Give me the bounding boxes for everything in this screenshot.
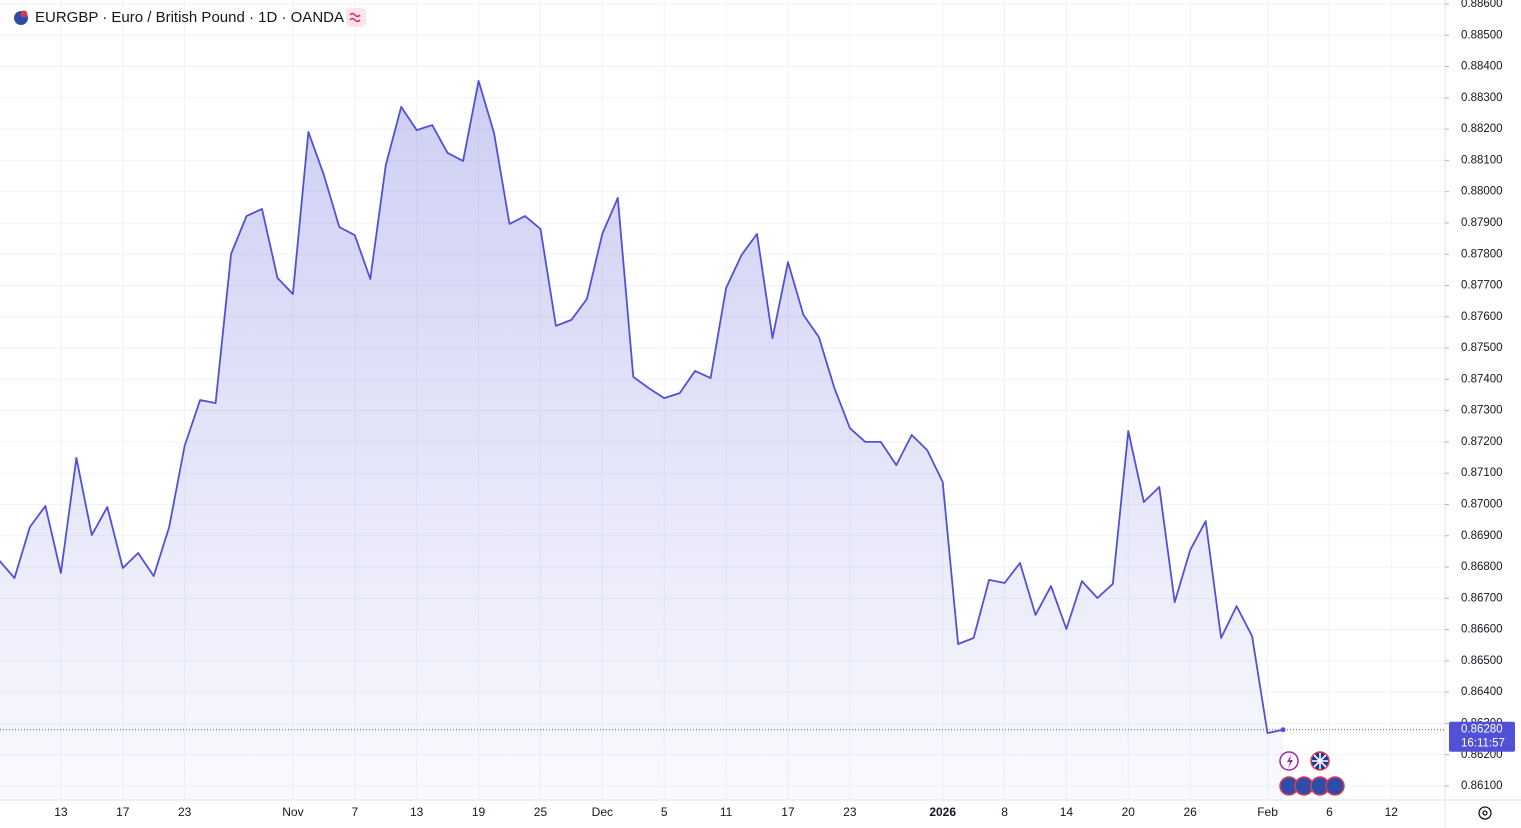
- y-tick-label: 0.88200: [1461, 123, 1503, 135]
- x-tick-label: 25: [534, 805, 548, 819]
- y-tick-label: 0.88000: [1461, 186, 1503, 198]
- y-tick-label: 0.87700: [1461, 280, 1503, 292]
- y-tick-label: 0.87900: [1461, 217, 1503, 229]
- y-tick-label: 0.87300: [1461, 405, 1503, 417]
- x-tick-label: 7: [351, 805, 358, 819]
- area-fill: [0, 80, 1283, 800]
- y-tick-label: 0.86200: [1461, 749, 1503, 761]
- x-tick-label: 14: [1060, 805, 1074, 819]
- y-tick-label: 0.86400: [1461, 686, 1503, 698]
- plot-area: [0, 80, 1445, 800]
- chart-title: EURGBP · Euro / British Pound · 1D · OAN…: [35, 9, 344, 26]
- x-tick-label: 13: [54, 805, 68, 819]
- y-tick-label: 0.86500: [1461, 655, 1503, 667]
- y-tick-label: 0.87400: [1461, 373, 1503, 385]
- price-badge-label: 0.86280: [1461, 724, 1503, 736]
- x-tick-label: 23: [178, 805, 192, 819]
- event-icon-bolt: [1287, 755, 1293, 768]
- y-axis: 0.861000.862000.863000.864000.865000.866…: [1445, 0, 1503, 792]
- event-icon-flag: [1312, 753, 1328, 769]
- settings-button-core: [1482, 810, 1488, 816]
- x-tick-label: 26: [1184, 805, 1198, 819]
- x-tick-label: 13: [410, 805, 424, 819]
- y-tick-label: 0.86800: [1461, 561, 1503, 573]
- x-tick-label: Feb: [1257, 805, 1278, 819]
- x-tick-label: 19: [472, 805, 486, 819]
- x-tick-label: 2026: [929, 805, 956, 819]
- x-tick-label: 20: [1122, 805, 1136, 819]
- y-tick-label: 0.86600: [1461, 624, 1503, 636]
- price-line: [0, 80, 1284, 734]
- settings-button[interactable]: [1478, 806, 1492, 820]
- x-tick-label: 17: [116, 805, 130, 819]
- price-badge: [1449, 721, 1515, 752]
- x-tick-label: 17: [781, 805, 795, 819]
- y-tick-label: 0.87200: [1461, 436, 1503, 448]
- y-tick-label: 0.87000: [1461, 499, 1503, 511]
- y-tick-label: 0.87100: [1461, 467, 1503, 479]
- y-tick-label: 0.86700: [1461, 592, 1503, 604]
- x-tick-label: 8: [1001, 805, 1008, 819]
- countdown-label: 16:11:57: [1461, 738, 1505, 750]
- y-tick-label: 0.88600: [1461, 0, 1503, 10]
- overlay: 0.86280 16:11:57: [1449, 721, 1515, 752]
- y-tick-label: 0.88300: [1461, 92, 1503, 104]
- y-tick-label: 0.87600: [1461, 311, 1503, 323]
- symbol-icon-flag: [20, 10, 28, 18]
- x-axis: 13 17 23 Nov 7 13 19 25 Dec 5 11 17 23 2026 8 14 20 26 Feb…: [54, 805, 1398, 819]
- y-tick-label: 0.88500: [1461, 29, 1503, 41]
- event-icons-row: [1279, 776, 1345, 796]
- x-tick-label: 11: [720, 805, 733, 819]
- event-icon[interactable]: [1325, 776, 1345, 796]
- y-tick-label: 0.87500: [1461, 342, 1503, 354]
- x-tick-label: 5: [661, 805, 668, 819]
- y-tick-label: 0.88400: [1461, 61, 1503, 73]
- y-tick-label: 0.87800: [1461, 248, 1503, 260]
- indicator-icon: [349, 12, 361, 23]
- x-tick-label: 23: [843, 805, 857, 819]
- x-tick-label: Dec: [592, 805, 613, 819]
- indicator-badge[interactable]: [346, 8, 366, 27]
- x-tick-label: Nov: [282, 805, 303, 819]
- x-tick-label: 6: [1326, 805, 1333, 819]
- y-tick-label: 0.88100: [1461, 154, 1503, 166]
- y-tick-label: 0.86100: [1461, 780, 1503, 792]
- last-price-dot: [1280, 727, 1286, 733]
- x-tick-label: 12: [1385, 805, 1399, 819]
- y-tick-label: 0.86900: [1461, 530, 1503, 542]
